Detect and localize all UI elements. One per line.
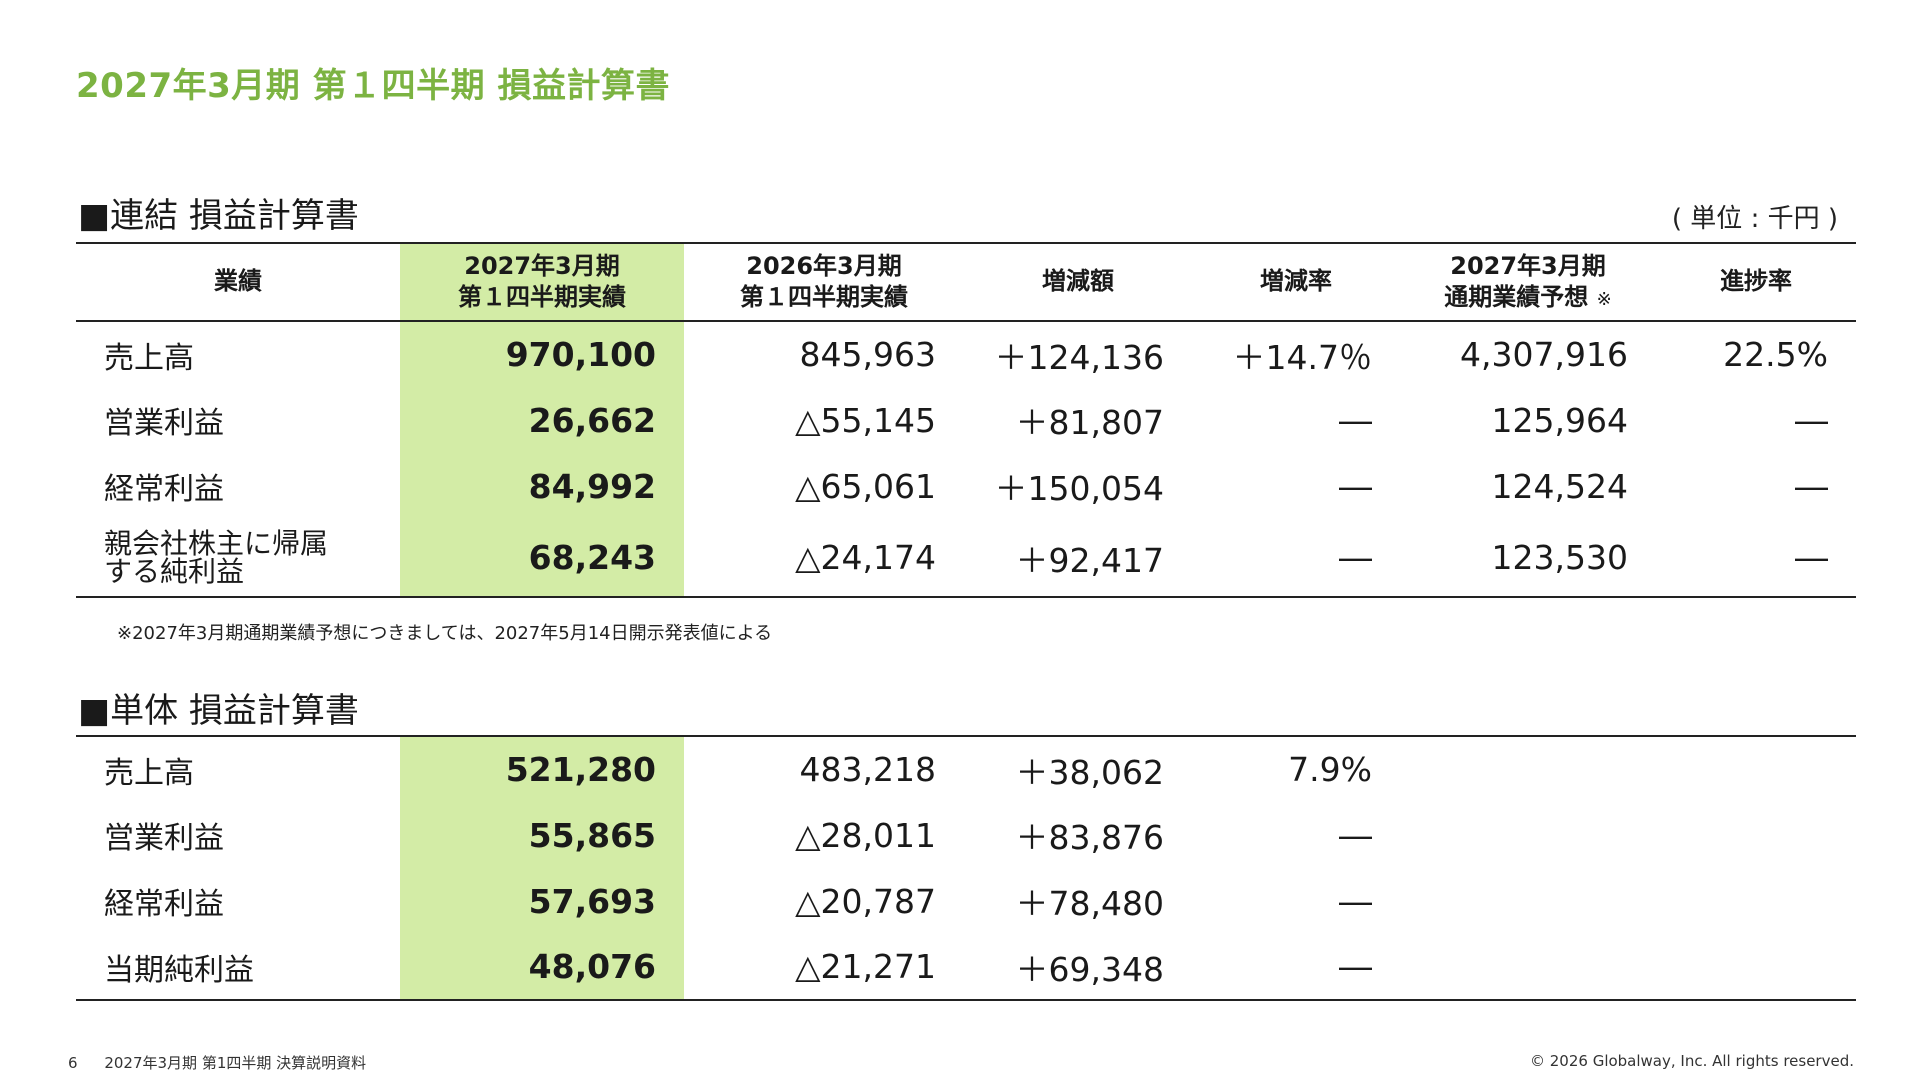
- forecast-footnote: ※2027年3月期通期業績予想につきましては、2027年5月14日開示発表値によ…: [117, 623, 773, 644]
- footer-left: 6 2027年3月期 第1四半期 決算説明資料: [68, 1052, 366, 1073]
- previous-value: △28,011: [795, 815, 936, 855]
- header-cell: 2027年3月期 第１四半期実績: [400, 243, 684, 321]
- forecast-value: 125,964: [1491, 400, 1628, 440]
- previous-value: 845,963: [799, 335, 936, 374]
- current-value: 55,865: [400, 802, 684, 868]
- progress-value: ―: [1795, 466, 1828, 506]
- row-label: 経常利益: [104, 887, 224, 922]
- rate-value: ＋14.7％: [1232, 337, 1372, 377]
- unit-label: ( 単位 : 千円 ): [1671, 204, 1838, 234]
- header-cell: 増減率: [1260, 267, 1332, 296]
- rate-value: ―: [1339, 400, 1372, 440]
- note-mark: ※: [1596, 289, 1612, 310]
- current-value: 57,693: [400, 868, 684, 934]
- diff-value: ＋38,062: [1015, 752, 1164, 792]
- current-value: 68,243: [400, 519, 684, 597]
- table-row: 売上高 521,280 483,218 ＋38,062 7.9%: [76, 736, 1856, 802]
- page-title: 2027年3月期 第１四半期 損益計算書: [76, 66, 670, 106]
- header-cell: 2027年3月期 通期業績予想 ※: [1444, 251, 1612, 311]
- table-row: 営業利益 26,662 △55,145 ＋81,807 ― 125,964 ―: [76, 387, 1856, 453]
- row-label: 営業利益: [104, 406, 224, 441]
- consolidated-section-title: ■連結 損益計算書: [78, 196, 359, 236]
- row-label: 売上高: [104, 340, 194, 376]
- current-value: 26,662: [400, 387, 684, 453]
- standalone-table: 売上高 521,280 483,218 ＋38,062 7.9% 営業利益 55…: [76, 735, 1856, 1001]
- progress-value: ―: [1795, 538, 1828, 577]
- table-row: 営業利益 55,865 △28,011 ＋83,876 ―: [76, 802, 1856, 868]
- rate-value: ―: [1339, 881, 1372, 921]
- previous-value: △24,174: [795, 538, 936, 577]
- rate-value: ―: [1339, 947, 1372, 986]
- current-value: 84,992: [400, 453, 684, 519]
- rate-value: 7.9%: [1288, 750, 1372, 789]
- row-label: 売上高: [104, 755, 194, 791]
- previous-value: △65,061: [795, 466, 936, 506]
- consolidated-table: 業績 2027年3月期 第１四半期実績 2026年3月期 第１四半期実績 増減額…: [76, 242, 1856, 598]
- table-row: 経常利益 84,992 △65,061 ＋150,054 ― 124,524 ―: [76, 453, 1856, 519]
- table-row: 経常利益 57,693 △20,787 ＋78,480 ―: [76, 868, 1856, 934]
- progress-value: 22.5%: [1723, 335, 1828, 374]
- current-value: 48,076: [400, 934, 684, 1000]
- forecast-value: 123,530: [1491, 538, 1628, 577]
- previous-value: 483,218: [799, 750, 936, 789]
- header-cell: 業績: [214, 267, 262, 296]
- header-cell: 2026年3月期 第１四半期実績: [740, 251, 908, 311]
- table-row: 売上高 970,100 845,963 ＋124,136 ＋14.7％ 4,30…: [76, 321, 1856, 387]
- standalone-section-title: ■単体 損益計算書: [78, 691, 359, 731]
- header-cell: 増減額: [1042, 267, 1114, 296]
- rate-value: ―: [1339, 466, 1372, 506]
- row-label: 営業利益: [104, 821, 224, 856]
- diff-value: ＋92,417: [1015, 540, 1164, 580]
- diff-value: ＋83,876: [1015, 818, 1164, 857]
- diff-value: ＋69,348: [1015, 949, 1164, 989]
- page-number: 6: [68, 1054, 78, 1072]
- forecast-value: 4,307,916: [1460, 335, 1628, 374]
- forecast-value: 124,524: [1491, 466, 1628, 506]
- row-label: 当期純利益: [104, 952, 254, 988]
- current-value: 521,280: [400, 736, 684, 802]
- current-value: 970,100: [400, 321, 684, 387]
- copyright: © 2026 Globalway, Inc. All rights reserv…: [1529, 1052, 1854, 1070]
- rate-value: ―: [1339, 815, 1372, 855]
- progress-value: ―: [1795, 400, 1828, 440]
- header-cell: 進捗率: [1720, 267, 1792, 296]
- previous-value: △21,271: [795, 947, 936, 986]
- table-row: 親会社株主に帰属 する純利益 68,243 △24,174 ＋92,417 ― …: [76, 519, 1856, 597]
- row-label: 経常利益: [104, 472, 224, 507]
- doc-title: 2027年3月期 第1四半期 決算説明資料: [104, 1054, 367, 1072]
- previous-value: △55,145: [795, 400, 936, 440]
- diff-value: ＋78,480: [1015, 884, 1164, 923]
- rate-value: ―: [1339, 538, 1372, 577]
- diff-value: ＋150,054: [994, 469, 1164, 508]
- row-label: 親会社株主に帰属 する純利益: [104, 526, 329, 588]
- diff-value: ＋124,136: [994, 337, 1164, 377]
- table-row: 当期純利益 48,076 △21,271 ＋69,348 ―: [76, 934, 1856, 1000]
- diff-value: ＋81,807: [1015, 403, 1164, 442]
- previous-value: △20,787: [795, 881, 936, 921]
